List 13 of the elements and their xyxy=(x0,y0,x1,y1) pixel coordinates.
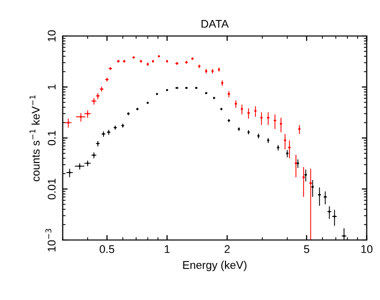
y-tick-label: 0.01 xyxy=(48,178,56,200)
chart-title: DATA xyxy=(202,20,229,28)
x-tick-label: 10 xyxy=(361,245,372,254)
y-tick-label: 10 xyxy=(48,30,56,42)
y-tick-label: 10$^{−3}$ xyxy=(45,228,56,252)
x-tick-label: 1 xyxy=(164,245,170,253)
x-tick-label: 2 xyxy=(224,245,230,253)
y-tick-label: 0.1 xyxy=(48,130,56,146)
x-tick-label: 5 xyxy=(304,245,310,254)
y-tick-label: 1 xyxy=(48,84,56,90)
x-tick-label: 0.5 xyxy=(100,245,114,254)
y-axis-title: counts s$^{−1}$ keV$^{−1}$ xyxy=(30,95,40,182)
x-axis-title: Energy (keV) xyxy=(183,260,246,272)
